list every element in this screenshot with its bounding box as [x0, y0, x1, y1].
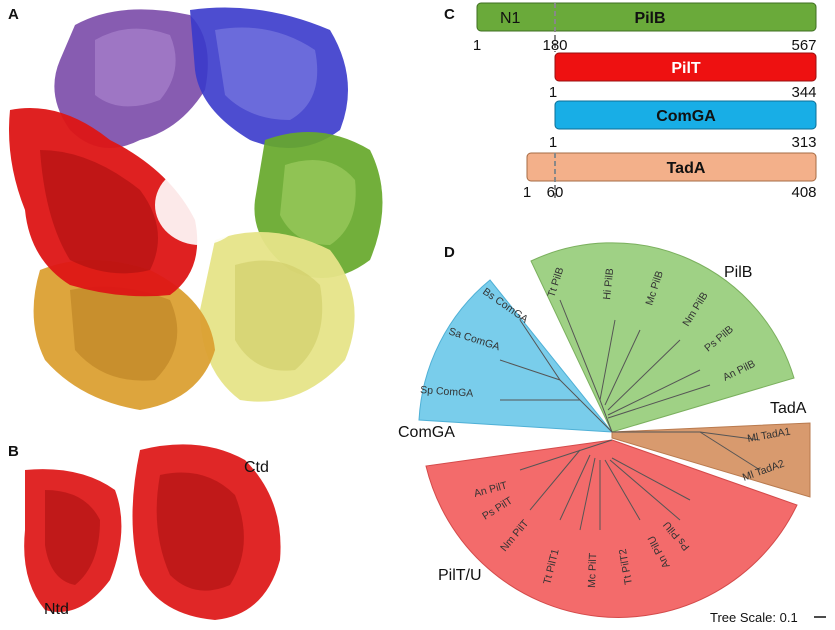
panel-d: D Tt Pil — [398, 242, 826, 625]
pilt-name: PilT — [671, 60, 701, 77]
panel-b: B Ctd Ntd — [8, 443, 281, 620]
clade-label-piltu: PilT/U — [438, 567, 482, 584]
panel-a-label: A — [8, 6, 19, 23]
panel-a: A — [8, 6, 383, 410]
tada-name: TadA — [667, 160, 706, 177]
pilb-start: 1 — [473, 37, 481, 54]
clade-label-tada: TadA — [770, 400, 807, 417]
clade-label-comga: ComGA — [398, 424, 455, 441]
leaf-mc-pilt: Mc PilT — [586, 552, 599, 588]
ctd-label: Ctd — [244, 459, 269, 476]
comga-domain-bar — [554, 100, 817, 130]
tada-end: 408 — [791, 184, 816, 201]
tada-mid: 60 — [547, 184, 564, 201]
hexamer-structure-image — [9, 7, 383, 410]
pilb-mid: 180 — [542, 37, 567, 54]
pilb-end: 567 — [791, 37, 816, 54]
pilt-start: 1 — [549, 84, 557, 101]
leaf-hi-pilb: Hi PilB — [601, 268, 616, 301]
comga-name: ComGA — [656, 108, 716, 125]
monomer-structure-image — [24, 444, 281, 620]
tada-clade-sector — [611, 422, 811, 498]
tree-scale-label: Tree Scale: 0.1 — [710, 610, 798, 625]
panel-c: C N1 PilB 1 180 567 PilT 1 344 ComGA 1 3… — [444, 2, 817, 201]
piltu-clade-sector — [425, 439, 798, 618]
panel-b-label: B — [8, 443, 19, 460]
leaf-sp-comga: Sp ComGA — [420, 384, 474, 400]
comga-clade-sector — [418, 279, 614, 433]
pilb-clade-sector — [530, 242, 795, 433]
ntd-label: Ntd — [44, 601, 69, 618]
panel-c-label: C — [444, 6, 455, 23]
pilt-end: 344 — [791, 84, 816, 101]
pilb-domain-bar — [476, 2, 817, 32]
tada-start: 1 — [523, 184, 531, 201]
comga-start: 1 — [549, 134, 557, 151]
clade-label-pilb: PilB — [724, 264, 752, 281]
pilt-domain-bar — [554, 52, 817, 82]
tada-domain-bar — [526, 152, 817, 182]
pilb-n1-label: N1 — [500, 10, 521, 27]
panel-d-label: D — [444, 244, 455, 261]
comga-end: 313 — [791, 134, 816, 151]
tree-branches — [499, 299, 761, 531]
pilb-name: PilB — [634, 10, 665, 27]
